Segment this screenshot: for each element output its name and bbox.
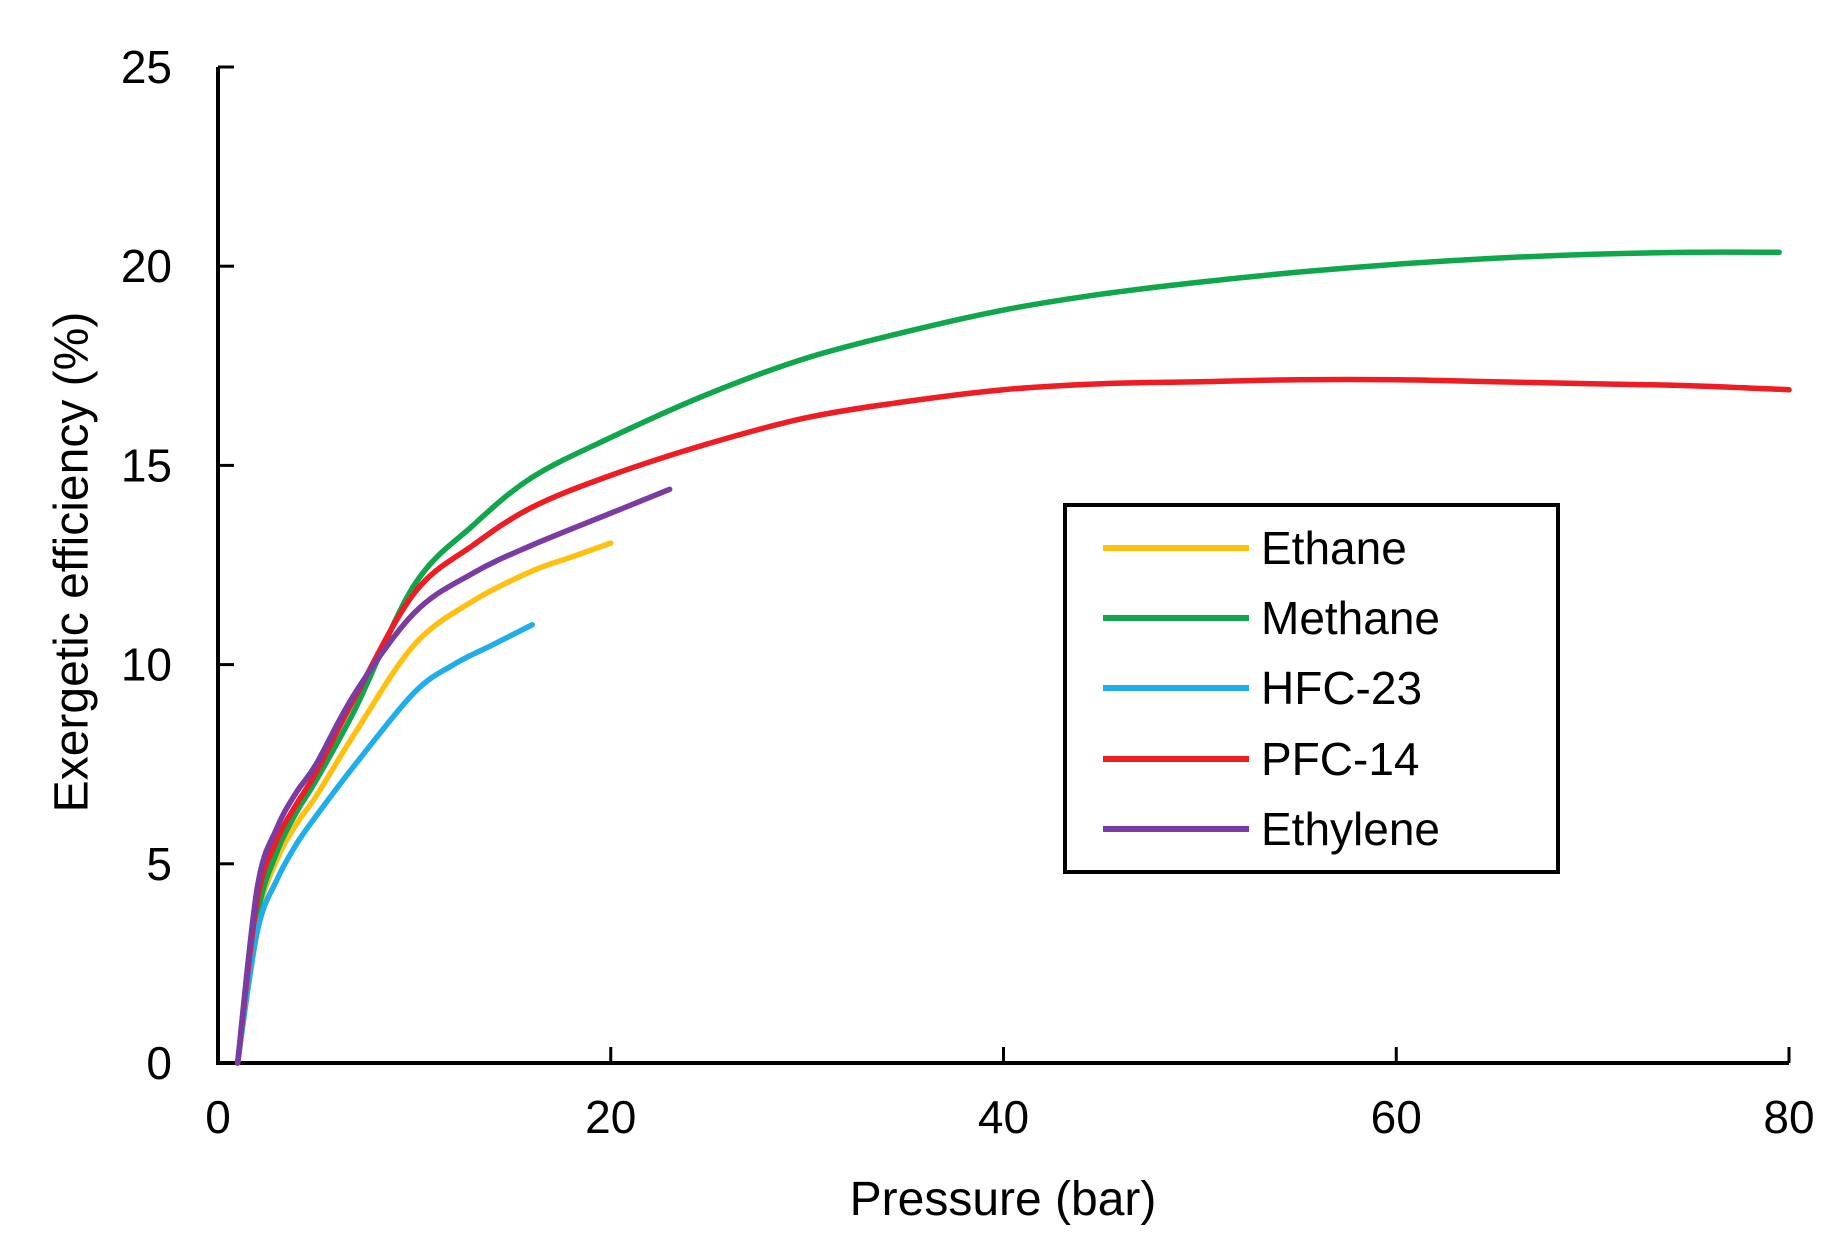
legend-item-ethane: Ethane (1103, 525, 1556, 571)
legend-item-pfc-14: PFC-14 (1103, 736, 1556, 782)
legend-line-swatch (1103, 615, 1249, 622)
legend-line-swatch (1103, 825, 1249, 832)
legend-label: HFC-23 (1261, 662, 1423, 715)
legend-item-ethylene: Ethylene (1103, 806, 1556, 852)
y-tick-label: 15 (121, 439, 172, 491)
x-axis-title: Pressure (bar) (849, 1173, 1157, 1226)
series-line-ethylene (234, 486, 673, 1066)
y-tick-label: 0 (146, 1037, 172, 1089)
legend-label: Ethane (1261, 522, 1407, 575)
legend-box: Ethane Methane HFC-23 PFC-14 Ethylene (1063, 503, 1560, 874)
y-axis-title: Exergetic efficiency (%) (45, 311, 99, 813)
legend-item-hfc-23: HFC-23 (1103, 665, 1556, 711)
x-tick-label: 40 (978, 1091, 1029, 1143)
legend-line-swatch (1103, 755, 1249, 762)
x-tick-label: 80 (1763, 1091, 1814, 1143)
x-tick-label: 0 (205, 1091, 231, 1143)
series-line-ethane (234, 540, 614, 1066)
y-tick-label: 5 (146, 838, 172, 890)
series-line-methane (234, 249, 1782, 1066)
series-line-pfc-14 (234, 376, 1792, 1066)
legend-label: Methane (1261, 592, 1441, 645)
legend-label: PFC-14 (1261, 732, 1420, 785)
y-tick-label: 20 (121, 240, 172, 292)
legend-line-swatch (1103, 545, 1249, 552)
y-tick-label: 25 (121, 41, 172, 93)
legend-label: Ethylene (1261, 802, 1441, 855)
legend-item-methane: Methane (1103, 595, 1556, 641)
legend-line-swatch (1103, 685, 1249, 692)
series-line-hfc-23 (234, 622, 535, 1066)
y-tick-label: 10 (121, 639, 172, 691)
x-tick-label: 20 (585, 1091, 636, 1143)
x-tick-label: 60 (1371, 1091, 1422, 1143)
